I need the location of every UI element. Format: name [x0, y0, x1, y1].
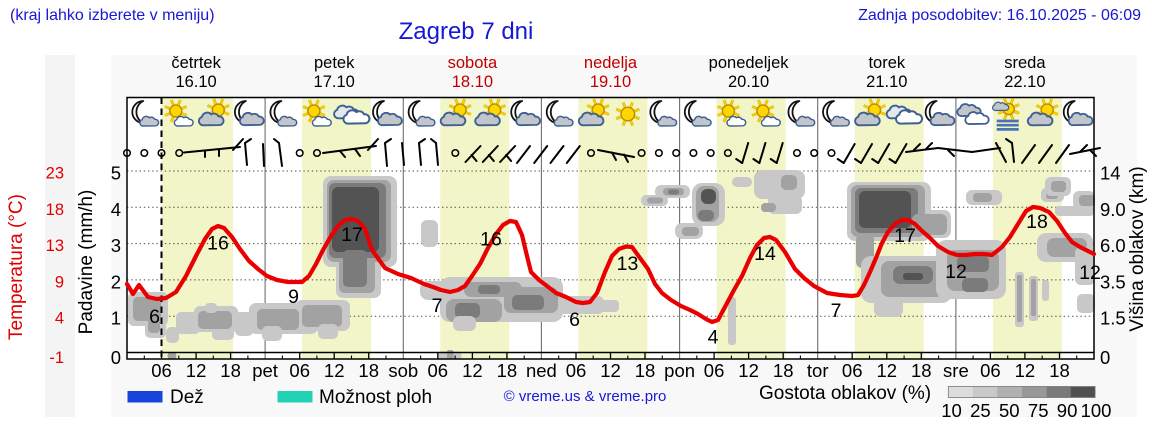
- svg-text:18: 18: [635, 360, 656, 381]
- svg-text:pon: pon: [664, 360, 695, 381]
- svg-text:3: 3: [111, 235, 121, 256]
- svg-text:4: 4: [708, 327, 719, 349]
- svg-text:4: 4: [55, 310, 64, 328]
- svg-text:ponedeljek: ponedeljek: [709, 54, 790, 72]
- svg-text:Temperatura (°C): Temperatura (°C): [6, 194, 27, 340]
- svg-text:tor: tor: [807, 360, 829, 381]
- svg-text:-1: -1: [49, 349, 64, 367]
- svg-text:18.10: 18.10: [452, 73, 493, 91]
- svg-text:torek: torek: [868, 54, 905, 72]
- svg-text:4: 4: [111, 199, 121, 220]
- svg-text:18: 18: [497, 360, 518, 381]
- svg-text:6: 6: [149, 306, 160, 328]
- svg-text:20.10: 20.10: [728, 73, 769, 91]
- svg-text:18: 18: [220, 360, 241, 381]
- svg-text:© vreme.us & vreme.pro: © vreme.us & vreme.pro: [504, 388, 667, 405]
- svg-text:06: 06: [842, 360, 863, 381]
- svg-text:četrtek: četrtek: [171, 54, 221, 72]
- svg-text:2: 2: [111, 271, 121, 292]
- svg-text:0: 0: [1100, 347, 1110, 368]
- svg-text:06: 06: [289, 360, 310, 381]
- svg-text:7: 7: [831, 300, 842, 322]
- svg-text:Padavine (mm/h): Padavine (mm/h): [76, 190, 97, 335]
- svg-text:ned: ned: [526, 360, 557, 381]
- svg-text:100: 100: [1081, 400, 1112, 421]
- svg-text:Zagreb 7 dni: Zagreb 7 dni: [399, 18, 534, 45]
- svg-text:Gostota oblakov (%): Gostota oblakov (%): [759, 383, 931, 404]
- svg-text:Zadnja posodobitev: 16.10.2025: Zadnja posodobitev: 16.10.2025 - 06:09: [858, 7, 1141, 24]
- svg-text:sob: sob: [388, 360, 418, 381]
- svg-text:06: 06: [566, 360, 587, 381]
- svg-text:17.10: 17.10: [314, 73, 355, 91]
- svg-text:1: 1: [111, 308, 121, 329]
- svg-text:pet: pet: [252, 360, 278, 381]
- svg-text:5: 5: [111, 163, 121, 184]
- svg-text:18: 18: [911, 360, 932, 381]
- svg-text:9: 9: [55, 273, 64, 291]
- svg-text:9.0: 9.0: [1100, 199, 1126, 220]
- svg-text:16: 16: [207, 233, 229, 255]
- svg-text:25: 25: [970, 400, 991, 421]
- svg-text:18: 18: [46, 201, 64, 219]
- svg-text:50: 50: [999, 400, 1020, 421]
- svg-text:6.0: 6.0: [1100, 235, 1126, 256]
- svg-text:19.10: 19.10: [590, 73, 631, 91]
- svg-text:06: 06: [428, 360, 449, 381]
- svg-text:7: 7: [432, 295, 443, 317]
- svg-text:12: 12: [186, 360, 207, 381]
- svg-text:13: 13: [46, 237, 64, 255]
- svg-text:10: 10: [941, 400, 962, 421]
- svg-text:12: 12: [462, 360, 483, 381]
- svg-text:23: 23: [46, 165, 64, 183]
- svg-text:petek: petek: [314, 54, 355, 72]
- svg-text:14: 14: [1100, 163, 1121, 184]
- svg-text:18: 18: [358, 360, 379, 381]
- svg-text:sre: sre: [943, 360, 969, 381]
- svg-text:06: 06: [151, 360, 172, 381]
- svg-text:18: 18: [773, 360, 794, 381]
- svg-text:Možnost ploh: Možnost ploh: [319, 387, 432, 408]
- svg-text:21.10: 21.10: [866, 73, 907, 91]
- svg-text:12: 12: [324, 360, 345, 381]
- svg-text:18: 18: [1049, 360, 1070, 381]
- svg-text:9: 9: [288, 286, 299, 308]
- svg-text:06: 06: [704, 360, 725, 381]
- svg-text:16: 16: [480, 229, 502, 251]
- svg-text:12: 12: [600, 360, 621, 381]
- svg-text:17: 17: [341, 224, 363, 246]
- svg-text:12: 12: [738, 360, 759, 381]
- svg-text:75: 75: [1028, 400, 1049, 421]
- svg-text:12: 12: [1015, 360, 1036, 381]
- svg-text:Višina oblakov (km): Višina oblakov (km): [1127, 166, 1148, 331]
- svg-text:17: 17: [894, 225, 916, 247]
- svg-text:90: 90: [1057, 400, 1078, 421]
- svg-text:12: 12: [877, 360, 898, 381]
- svg-text:14: 14: [754, 243, 776, 265]
- svg-text:12: 12: [945, 261, 967, 283]
- svg-text:sreda: sreda: [1004, 54, 1046, 72]
- svg-text:(kraj lahko izberete v meniju): (kraj lahko izberete v meniju): [10, 7, 215, 24]
- svg-text:22.10: 22.10: [1004, 73, 1045, 91]
- svg-text:6: 6: [569, 309, 580, 331]
- svg-text:06: 06: [980, 360, 1001, 381]
- svg-text:16.10: 16.10: [175, 73, 216, 91]
- svg-text:13: 13: [617, 253, 639, 275]
- svg-text:0: 0: [111, 347, 121, 368]
- svg-text:1.5: 1.5: [1100, 308, 1126, 329]
- svg-text:3.5: 3.5: [1100, 271, 1126, 292]
- svg-text:nedelja: nedelja: [584, 54, 638, 72]
- svg-text:18: 18: [1026, 211, 1048, 233]
- svg-text:Dež: Dež: [170, 387, 204, 408]
- svg-text:12: 12: [1079, 262, 1101, 284]
- svg-text:sobota: sobota: [448, 54, 498, 72]
